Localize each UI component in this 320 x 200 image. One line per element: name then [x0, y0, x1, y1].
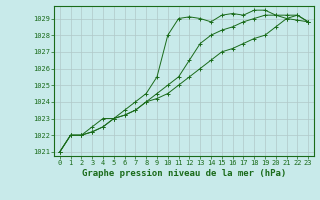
- X-axis label: Graphe pression niveau de la mer (hPa): Graphe pression niveau de la mer (hPa): [82, 169, 286, 178]
